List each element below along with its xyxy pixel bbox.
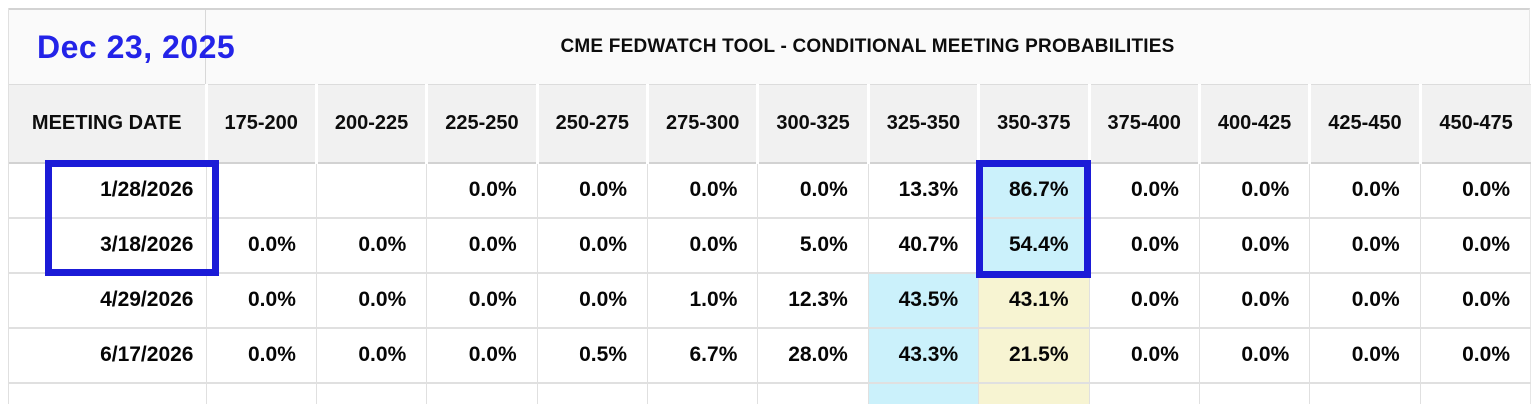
probability-cell[interactable]: 0.0%: [1198, 217, 1310, 274]
probability-cell[interactable]: 0.0%: [1198, 327, 1310, 384]
probability-cell[interactable]: 0.0%: [646, 162, 758, 219]
probability-cell[interactable]: 0.0%: [426, 327, 538, 384]
probability-cell[interactable]: 0.0%: [315, 327, 427, 384]
table-row-partial: [9, 382, 1532, 404]
probability-cell[interactable]: 0.0%: [1309, 217, 1421, 274]
column-header: MEETING DATE: [9, 84, 206, 164]
probability-cell[interactable]: 0.0%: [205, 327, 317, 384]
probability-cell[interactable]: 0.0%: [1309, 162, 1421, 219]
probability-cell[interactable]: [1419, 382, 1532, 404]
probability-cell[interactable]: 0.0%: [1088, 272, 1200, 329]
probability-cell[interactable]: 0.0%: [1198, 272, 1310, 329]
probability-cell[interactable]: [1088, 382, 1200, 404]
probability-cell[interactable]: [315, 162, 427, 219]
probability-cell[interactable]: 0.0%: [426, 217, 538, 274]
meeting-date-cell[interactable]: 4/29/2026: [9, 272, 206, 329]
table-row: 6/17/2026 0.0% 0.0% 0.0% 0.5% 6.7% 28.0% 43.3% 2…: [9, 327, 1532, 384]
column-header: 325-350: [866, 84, 979, 164]
column-header: 425-450: [1308, 84, 1421, 164]
probability-cell[interactable]: [978, 382, 1089, 404]
probability-cell[interactable]: 0.0%: [1088, 327, 1200, 384]
probability-cell[interactable]: 0.0%: [205, 272, 317, 329]
table-row: 1/28/2026 0.0% 0.0% 0.0% 0.0% 13.3% 86.7% 0.0% 0…: [9, 162, 1532, 219]
column-header: 175-200: [204, 84, 317, 164]
table-row: 4/29/2026 0.0% 0.0% 0.0% 0.0% 1.0% 12.3% 43.5% 4…: [9, 272, 1532, 329]
probability-cell[interactable]: 0.0%: [536, 272, 648, 329]
column-header: 450-475: [1418, 84, 1531, 164]
probability-cell[interactable]: 13.3%: [867, 162, 979, 219]
probability-cell[interactable]: 6.7%: [646, 327, 758, 384]
meeting-date-cell[interactable]: 3/18/2026: [9, 217, 206, 274]
probability-cell[interactable]: 0.0%: [426, 162, 538, 219]
probability-cell[interactable]: 0.0%: [1088, 217, 1200, 274]
probability-cell[interactable]: 43.3%: [867, 327, 979, 384]
probability-cell[interactable]: [205, 162, 317, 219]
probability-cell[interactable]: [757, 382, 869, 404]
probability-cell[interactable]: 0.5%: [536, 327, 648, 384]
table-row: 3/18/2026 0.0% 0.0% 0.0% 0.0% 0.0% 5.0% 40.7% 54…: [9, 217, 1532, 274]
column-header: 375-400: [1087, 84, 1200, 164]
probability-cell[interactable]: 12.3%: [757, 272, 869, 329]
probability-cell[interactable]: 0.0%: [1198, 162, 1310, 219]
probability-cell[interactable]: 0.0%: [1419, 162, 1532, 219]
probability-cell[interactable]: 28.0%: [757, 327, 869, 384]
column-header: 275-300: [645, 84, 758, 164]
fedwatch-panel: Dec 23, 2025 CME FEDWATCH TOOL - CONDITI…: [8, 8, 1532, 404]
probability-cell[interactable]: [426, 382, 538, 404]
probability-cell[interactable]: 0.0%: [315, 272, 427, 329]
column-header: 200-225: [314, 84, 427, 164]
probability-cell[interactable]: [1198, 382, 1310, 404]
probability-cell[interactable]: 0.0%: [315, 217, 427, 274]
column-header: 350-375: [977, 84, 1089, 164]
column-header: 400-425: [1197, 84, 1310, 164]
probability-cell[interactable]: [1309, 382, 1421, 404]
probability-cell[interactable]: 40.7%: [867, 217, 979, 274]
meeting-date-cell[interactable]: 1/28/2026: [9, 162, 206, 219]
probability-cell[interactable]: 0.0%: [1309, 272, 1421, 329]
probability-cell[interactable]: 0.0%: [1419, 327, 1532, 384]
header-row: MEETING DATE 175-200 200-225 225-250 250-275…: [9, 84, 1531, 164]
probability-cell[interactable]: [867, 382, 979, 404]
probability-cell[interactable]: [205, 382, 317, 404]
probability-cell[interactable]: 0.0%: [1088, 162, 1200, 219]
meeting-date-cell[interactable]: [9, 382, 206, 404]
meeting-date-cell[interactable]: 6/17/2026: [9, 327, 206, 384]
probability-cell[interactable]: [646, 382, 758, 404]
probability-cell[interactable]: 0.0%: [1419, 217, 1532, 274]
page-title: CME FEDWATCH TOOL - CONDITIONAL MEETING …: [560, 36, 1175, 57]
probability-cell[interactable]: 5.0%: [757, 217, 869, 274]
probability-cell[interactable]: 0.0%: [1309, 327, 1421, 384]
title-bar: Dec 23, 2025 CME FEDWATCH TOOL - CONDITI…: [9, 8, 1530, 84]
probability-cell[interactable]: 0.0%: [757, 162, 869, 219]
probability-cell[interactable]: 0.0%: [646, 217, 758, 274]
probability-cell[interactable]: 1.0%: [646, 272, 758, 329]
column-header: 250-275: [535, 84, 648, 164]
probability-cell[interactable]: 0.0%: [426, 272, 538, 329]
probability-cell[interactable]: 0.0%: [536, 217, 648, 274]
column-header: 225-250: [425, 84, 538, 164]
probability-cell[interactable]: 0.0%: [536, 162, 648, 219]
column-header: 300-325: [756, 84, 869, 164]
probability-cell[interactable]: [536, 382, 648, 404]
probability-table: MEETING DATE 175-200 200-225 225-250 250-275…: [9, 84, 1532, 404]
table-body: 1/28/2026 0.0% 0.0% 0.0% 0.0% 13.3% 86.7% 0.0% 0…: [9, 162, 1532, 404]
snapshot-date: Dec 23, 2025: [9, 10, 235, 84]
probability-cell[interactable]: 86.7%: [978, 162, 1089, 219]
probability-cell[interactable]: 43.5%: [867, 272, 979, 329]
probability-cell[interactable]: 0.0%: [205, 217, 317, 274]
probability-cell[interactable]: 0.0%: [1419, 272, 1532, 329]
probability-cell[interactable]: 21.5%: [978, 327, 1089, 384]
probability-cell[interactable]: 43.1%: [978, 272, 1089, 329]
probability-cell[interactable]: 54.4%: [978, 217, 1089, 274]
probability-cell[interactable]: [315, 382, 427, 404]
